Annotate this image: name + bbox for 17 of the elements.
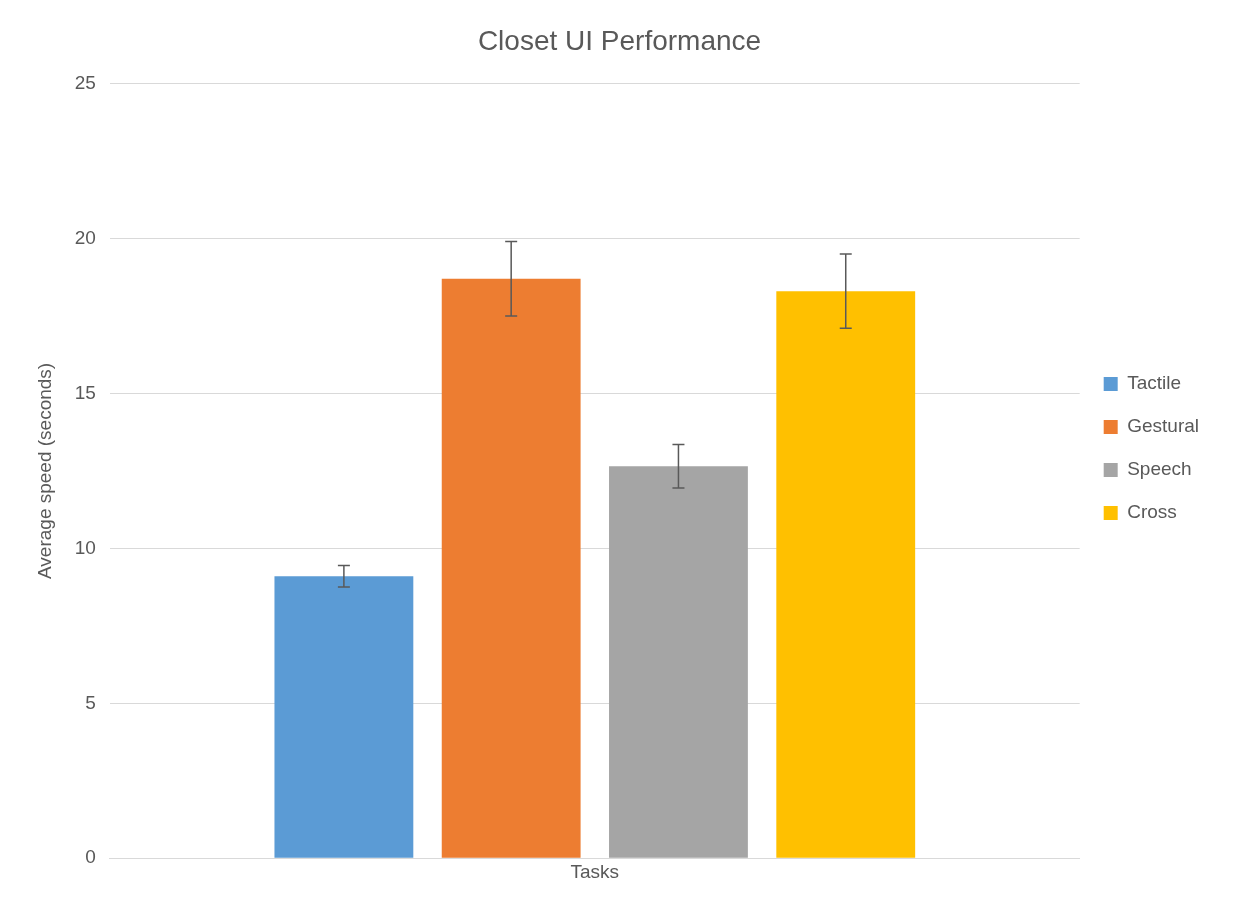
chart-title: Closet UI Performance bbox=[477, 24, 762, 56]
y-tick-label: 15 bbox=[74, 381, 96, 403]
y-tick-label: 0 bbox=[85, 846, 96, 868]
bar bbox=[609, 466, 748, 858]
y-axis-title: Average speed (seconds) bbox=[33, 362, 55, 579]
legend-label: Speech bbox=[1127, 458, 1192, 480]
bar bbox=[441, 278, 581, 858]
y-tick-label: 20 bbox=[74, 226, 96, 248]
y-tick-label: 5 bbox=[85, 691, 96, 713]
legend-label: Tactile bbox=[1127, 372, 1182, 394]
legend-label: Gestural bbox=[1127, 415, 1200, 437]
legend-label: Cross bbox=[1127, 501, 1177, 523]
x-tick-label: Tasks bbox=[570, 860, 620, 882]
bar bbox=[274, 576, 414, 858]
y-tick-label: 25 bbox=[74, 71, 96, 93]
bar bbox=[776, 291, 916, 858]
y-tick-label: 10 bbox=[74, 536, 96, 558]
